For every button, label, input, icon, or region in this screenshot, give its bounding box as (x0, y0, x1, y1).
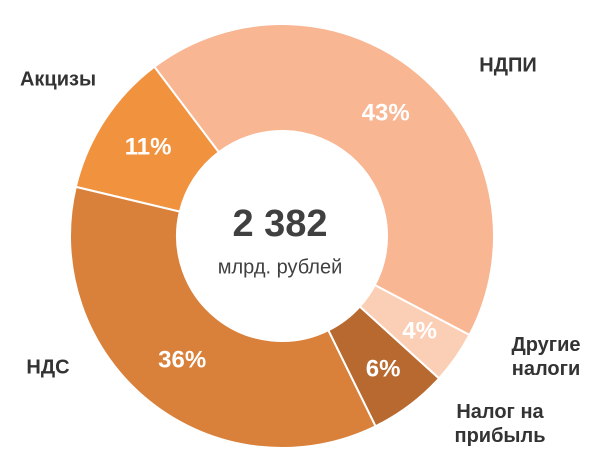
category-label: Налог на прибыль (454, 401, 545, 447)
category-label: Другие налоги (511, 334, 580, 380)
center-label: млрд. рублей (218, 256, 343, 278)
donut-segment (153, 23, 495, 337)
value-label: 11% (125, 134, 172, 161)
category-label: НДПИ (479, 54, 536, 76)
value-label: 6% (366, 356, 401, 383)
value-label: 4% (402, 318, 437, 345)
donut-segment (358, 283, 471, 380)
center-value: 2 382 (232, 203, 327, 245)
value-label: 43% (362, 99, 410, 126)
donut-segment (69, 185, 377, 449)
value-label: 36% (158, 346, 206, 373)
category-label: НДС (26, 356, 69, 378)
donut-segment (327, 305, 441, 428)
category-label: Акцизы (20, 68, 96, 90)
